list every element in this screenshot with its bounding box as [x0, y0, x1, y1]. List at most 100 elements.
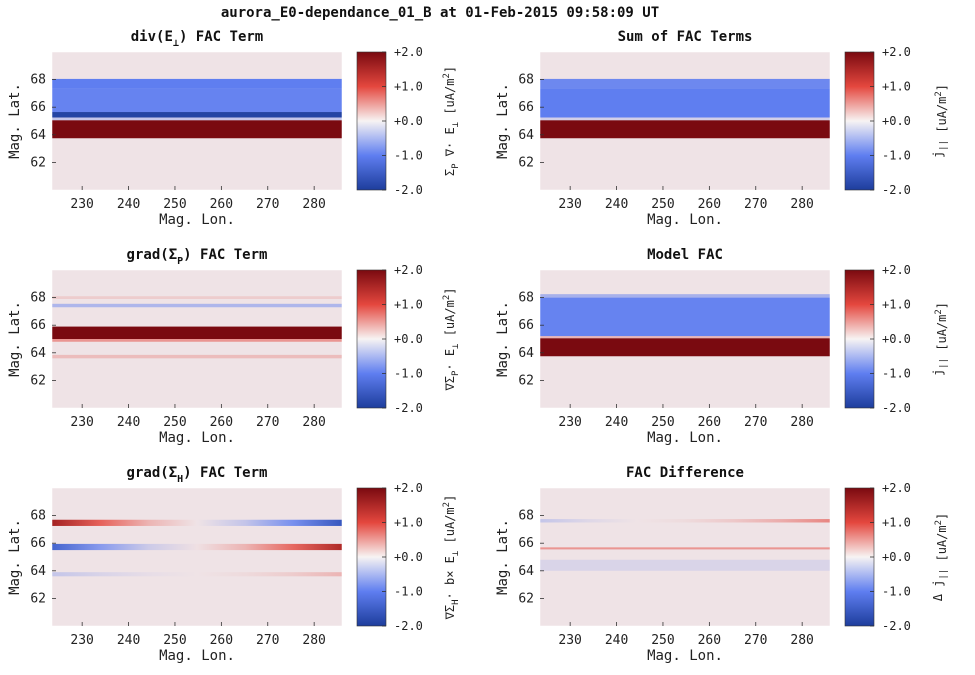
heatmap-band — [52, 88, 342, 113]
panel-title: Model FAC — [647, 247, 723, 263]
x-tick-label: 270 — [256, 415, 279, 430]
x-tick-label: 230 — [70, 633, 93, 648]
x-tick-label: 230 — [70, 415, 93, 430]
colorbar — [844, 269, 875, 409]
x-tick-label: 230 — [558, 197, 581, 212]
colorbar — [356, 487, 387, 627]
x-tick-label: 250 — [163, 197, 186, 212]
y-tick-label: 64 — [30, 128, 46, 143]
panel-title: grad(ΣP) FAC Term — [127, 247, 268, 267]
y-tick-label: 62 — [30, 373, 46, 388]
y-tick-label: 66 — [30, 536, 46, 551]
x-axis-label: Mag. Lon. — [647, 430, 723, 446]
x-tick-label: 280 — [790, 415, 813, 430]
x-tick-label: 260 — [210, 633, 233, 648]
x-tick-label: 250 — [651, 633, 674, 648]
panel-4: 230 240 250 260 270 280 68 66 64 62 Mag. Lon. Mag. … — [495, 247, 949, 446]
axes-frame — [539, 51, 831, 191]
colorbar-tick-label: +1.0 — [882, 298, 911, 312]
x-tick-label: 230 — [70, 197, 93, 212]
colorbar-tick-label: -2.0 — [394, 401, 423, 415]
y-tick-label: 68 — [518, 73, 534, 88]
colorbar-tick-label: +2.0 — [882, 263, 911, 277]
y-axis-label: Mag. Lat. — [7, 301, 23, 377]
y-tick-label: 64 — [518, 346, 534, 361]
y-tick-label: 68 — [518, 291, 534, 306]
heatmap-band — [540, 78, 830, 89]
colorbar-tick-label: +2.0 — [394, 263, 423, 277]
y-tick-label: 66 — [518, 100, 534, 115]
y-tick-label: 62 — [518, 591, 534, 606]
x-tick-label: 280 — [790, 633, 813, 648]
x-tick-label: 240 — [605, 415, 628, 430]
x-tick-label: 240 — [605, 633, 628, 648]
heatmap-background — [540, 488, 830, 626]
y-tick-label: 62 — [30, 155, 46, 170]
colorbar-tick-label: +0.0 — [394, 332, 423, 346]
y-tick-label: 64 — [30, 564, 46, 579]
y-tick-label: 62 — [518, 373, 534, 388]
heatmap-band — [52, 112, 342, 118]
colorbar-tick-label: +1.0 — [394, 516, 423, 530]
heatmap-bands — [540, 78, 830, 139]
x-tick-label: 250 — [163, 633, 186, 648]
colorbar-tick-label: -2.0 — [394, 619, 423, 633]
heatmap-bands — [540, 519, 830, 571]
x-tick-label: 270 — [744, 415, 767, 430]
colorbar-tick-label: +0.0 — [882, 550, 911, 564]
x-axis-label: Mag. Lon. — [159, 648, 235, 664]
x-tick-label: 260 — [698, 197, 721, 212]
x-tick-label: 270 — [256, 633, 279, 648]
heatmap-band — [52, 326, 342, 339]
y-tick-label: 62 — [518, 155, 534, 170]
y-axis-label: Mag. Lat. — [7, 519, 23, 595]
colorbar-tick-label: -2.0 — [394, 183, 423, 197]
colorbar-tick-label: -2.0 — [882, 619, 911, 633]
heatmap-band — [540, 294, 830, 298]
heatmap-bands — [52, 78, 342, 139]
heatmap-band — [540, 297, 830, 337]
heatmap-band — [540, 547, 830, 550]
x-tick-label: 240 — [605, 197, 628, 212]
y-tick-label: 66 — [518, 318, 534, 333]
panel-1: 230 240 250 260 270 280 68 66 64 62 Mag. Lon. Mag. … — [7, 29, 461, 228]
colorbar-tick-label: +2.0 — [394, 45, 423, 59]
y-tick-label: 64 — [518, 564, 534, 579]
colorbar-label: ∇ΣP· E⊥ [uA/m2] — [442, 288, 461, 392]
colorbar-tick-label: +1.0 — [394, 298, 423, 312]
colorbar-tick-label: +2.0 — [394, 481, 423, 495]
panel-3: 230 240 250 260 270 280 68 66 64 62 Mag. Lon. Mag. … — [7, 247, 461, 446]
x-tick-label: 260 — [210, 415, 233, 430]
panel-title: div(E⊥) FAC Term — [131, 29, 263, 49]
colorbar-label: ∇ΣH· b× E⊥ [uA/m2] — [442, 495, 461, 621]
y-tick-label: 66 — [30, 318, 46, 333]
x-tick-label: 250 — [651, 415, 674, 430]
y-tick-label: 68 — [518, 509, 534, 524]
x-tick-label: 250 — [163, 415, 186, 430]
x-tick-label: 280 — [302, 415, 325, 430]
panel-5: 230 240 250 260 270 280 68 66 64 62 Mag. Lon. Mag. … — [7, 465, 461, 664]
y-tick-label: 68 — [30, 73, 46, 88]
x-tick-label: 280 — [790, 197, 813, 212]
colorbar-label: j|| [uA/m2] — [931, 302, 949, 376]
heatmap-band — [52, 519, 342, 526]
colorbar-tick-label: +0.0 — [394, 114, 423, 128]
colorbar-tick-label: +0.0 — [882, 332, 911, 346]
colorbar — [844, 487, 875, 627]
panel-title: grad(ΣH) FAC Term — [127, 465, 268, 485]
colorbar-tick-label: -1.0 — [882, 149, 911, 163]
colorbar — [356, 51, 387, 191]
heatmap-band — [540, 117, 830, 121]
heatmap-band — [540, 120, 830, 139]
heatmap-bands — [52, 296, 342, 359]
axes-frame — [51, 269, 343, 409]
y-axis-label: Mag. Lat. — [495, 519, 511, 595]
x-tick-label: 240 — [117, 197, 140, 212]
x-axis-label: Mag. Lon. — [159, 430, 235, 446]
y-tick-label: 62 — [30, 591, 46, 606]
colorbar-tick-label: +0.0 — [394, 550, 423, 564]
colorbar-tick-label: +2.0 — [882, 45, 911, 59]
x-tick-label: 260 — [698, 633, 721, 648]
x-tick-label: 260 — [210, 197, 233, 212]
